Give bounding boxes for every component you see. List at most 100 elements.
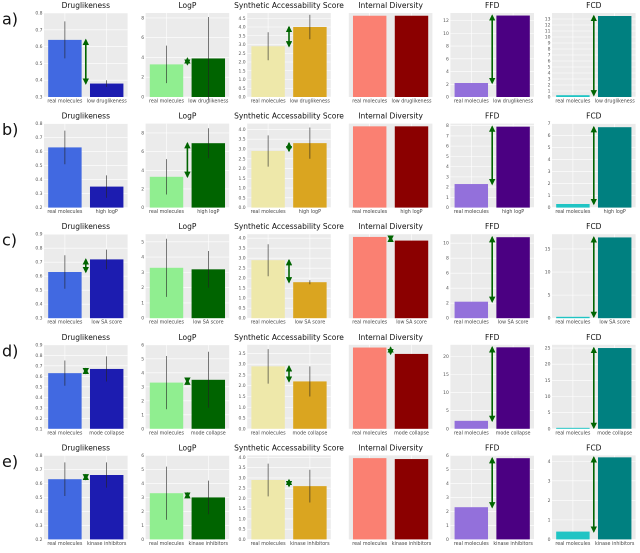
y-tick-label: 4 xyxy=(141,370,144,376)
bar xyxy=(454,83,489,97)
y-tick-label: 2 xyxy=(446,82,449,88)
y-tick-label: 7 xyxy=(548,53,551,59)
x-tick-label: low SA score xyxy=(599,320,630,326)
x-tick-label: real molecules xyxy=(454,99,489,105)
bar xyxy=(89,83,124,97)
chart-title: Synthetic Accessability Score xyxy=(234,1,344,10)
y-tick-label: 8 xyxy=(446,256,449,262)
y-tick-label: 3 xyxy=(548,169,551,175)
y-tick-label: 0 xyxy=(548,537,551,543)
y-tick-label: 15 xyxy=(443,372,449,378)
x-tick-label: mode collapse xyxy=(191,430,226,436)
y-tick-label: 8 xyxy=(141,130,144,136)
y-tick-label: 0.7 xyxy=(35,467,42,473)
x-tick-label: real molecules xyxy=(47,430,82,436)
y-tick-label: 1 xyxy=(548,517,551,523)
row-label: d) xyxy=(2,341,18,360)
bar xyxy=(556,95,590,97)
y-tick-label: 1.0 xyxy=(239,405,246,411)
y-tick-label: 0.6 xyxy=(35,274,42,280)
y-tick-label: 5 xyxy=(141,356,144,362)
y-tick-label: 2 xyxy=(141,186,144,192)
y-tick-label: 0.7 xyxy=(35,363,42,369)
y-tick-label: 0.2 xyxy=(35,537,42,543)
y-tick-label: 4 xyxy=(548,157,551,163)
y-tick-label: 0.4 xyxy=(35,177,42,183)
row-label: b) xyxy=(2,120,18,139)
chart-title: Druglikeness xyxy=(62,443,111,452)
y-tick-label: 3.5 xyxy=(239,137,246,143)
chart-title: Druglikeness xyxy=(62,333,111,342)
y-tick-label: 0 xyxy=(548,316,551,322)
y-tick-label: 0.6 xyxy=(35,481,42,487)
y-tick-label: 0.5 xyxy=(35,384,42,390)
y-tick-label: 10 xyxy=(545,35,551,41)
y-tick-label: 0.4 xyxy=(35,302,42,308)
chart-title: LogP xyxy=(178,222,196,231)
y-tick-label: 0.3 xyxy=(35,316,42,322)
y-tick-label: 2.5 xyxy=(239,486,246,492)
y-tick-label: 0.5 xyxy=(35,163,42,169)
y-tick-label: 3.5 xyxy=(239,351,246,357)
bar xyxy=(597,457,632,540)
bar xyxy=(394,126,429,208)
y-tick-label: 0.8 xyxy=(35,11,42,17)
x-tick-label: real molecules xyxy=(149,209,184,215)
x-tick-label: kinase inhibitors xyxy=(189,541,229,547)
y-tick-label: 0.4 xyxy=(35,395,42,401)
x-tick-label: low druglikeness xyxy=(290,99,331,105)
y-tick-label: 0.2 xyxy=(35,205,42,211)
x-tick-label: mode collapse xyxy=(496,430,531,436)
x-tick-label: kinase inhibitors xyxy=(392,541,432,547)
y-tick-label: 0 xyxy=(446,316,449,322)
y-tick-label: 1.5 xyxy=(239,394,246,400)
row-label: a) xyxy=(2,10,18,29)
y-tick-label: 3 xyxy=(141,384,144,390)
y-tick-label: 2 xyxy=(548,498,551,504)
y-tick-label: 0.6 xyxy=(35,44,42,50)
y-tick-label: 2.0 xyxy=(239,60,246,66)
y-tick-label: 3 xyxy=(141,495,144,501)
y-tick-label: 3.5 xyxy=(239,246,246,252)
bar xyxy=(394,353,429,429)
chart-title: FFD xyxy=(485,1,500,10)
y-tick-label: 0.5 xyxy=(35,288,42,294)
y-tick-label: 4 xyxy=(141,255,144,261)
x-tick-label: high logP xyxy=(604,209,626,215)
bar xyxy=(556,531,590,540)
y-tick-label: 4 xyxy=(446,481,449,487)
y-tick-label: 5 xyxy=(141,239,144,245)
y-tick-label: 15 xyxy=(545,378,551,384)
y-tick-label: 5 xyxy=(548,145,551,151)
chart-title: FCD xyxy=(586,1,602,10)
chart-title: Synthetic Accessability Score xyxy=(234,222,344,231)
y-tick-label: 2 xyxy=(141,75,144,81)
y-tick-label: 2.5 xyxy=(239,51,246,57)
x-tick-label: real molecules xyxy=(454,320,489,326)
x-tick-label: real molecules xyxy=(352,541,387,547)
x-tick-label: low druglikeness xyxy=(391,99,432,105)
y-tick-label: 0.5 xyxy=(239,195,246,201)
x-tick-label: real molecules xyxy=(149,320,184,326)
y-tick-label: 0 xyxy=(141,316,144,322)
x-tick-label: mode collapse xyxy=(292,430,327,436)
x-tick-label: low druglikeness xyxy=(87,99,128,105)
y-tick-label: 6 xyxy=(141,342,144,348)
y-tick-label: 0.6 xyxy=(35,374,42,380)
y-tick-label: 5 xyxy=(141,467,144,473)
y-tick-label: 1.0 xyxy=(239,516,246,522)
y-tick-label: 2 xyxy=(548,181,551,187)
y-tick-label: 0.4 xyxy=(35,78,42,84)
x-tick-label: real molecules xyxy=(555,430,590,436)
bar xyxy=(597,348,632,429)
chart-title: Internal Diversity xyxy=(358,443,423,452)
y-tick-label: 8 xyxy=(446,44,449,50)
y-tick-label: 3.5 xyxy=(239,33,246,39)
y-tick-label: 0.0 xyxy=(239,537,246,543)
y-tick-label: 3.0 xyxy=(239,146,246,152)
chart-title: Synthetic Accessability Score xyxy=(234,443,344,452)
y-tick-label: 6 xyxy=(141,453,144,459)
y-tick-label: 1.5 xyxy=(239,176,246,182)
y-tick-label: 0.9 xyxy=(35,342,42,348)
y-tick-label: 4 xyxy=(141,55,144,61)
